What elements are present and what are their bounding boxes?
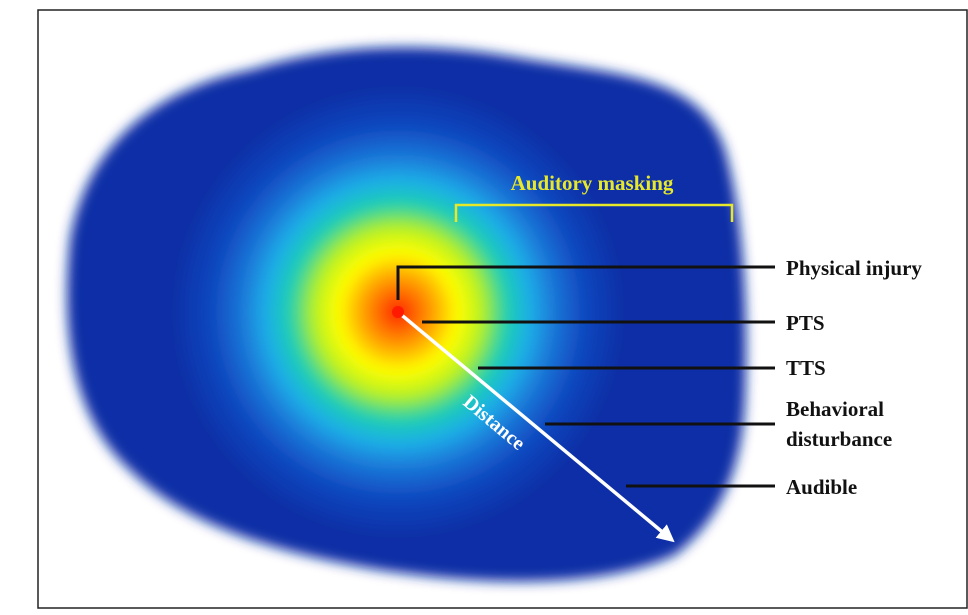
auditory-masking-bracket xyxy=(454,203,734,222)
behavioral-label-line2: disturbance xyxy=(786,427,892,451)
sound-source-point xyxy=(392,306,404,318)
sound-field-blob xyxy=(67,47,746,582)
auditory-masking-label: Auditory masking xyxy=(511,171,674,195)
audible-label: Audible xyxy=(786,475,857,499)
pts-label: PTS xyxy=(786,311,825,335)
physical-injury-leader xyxy=(396,265,775,300)
physical-injury-label: Physical injury xyxy=(786,256,922,280)
distance-arrow xyxy=(396,310,675,543)
tts-label: TTS xyxy=(786,356,826,380)
behavioral-label-line1: Behavioral xyxy=(786,397,884,421)
